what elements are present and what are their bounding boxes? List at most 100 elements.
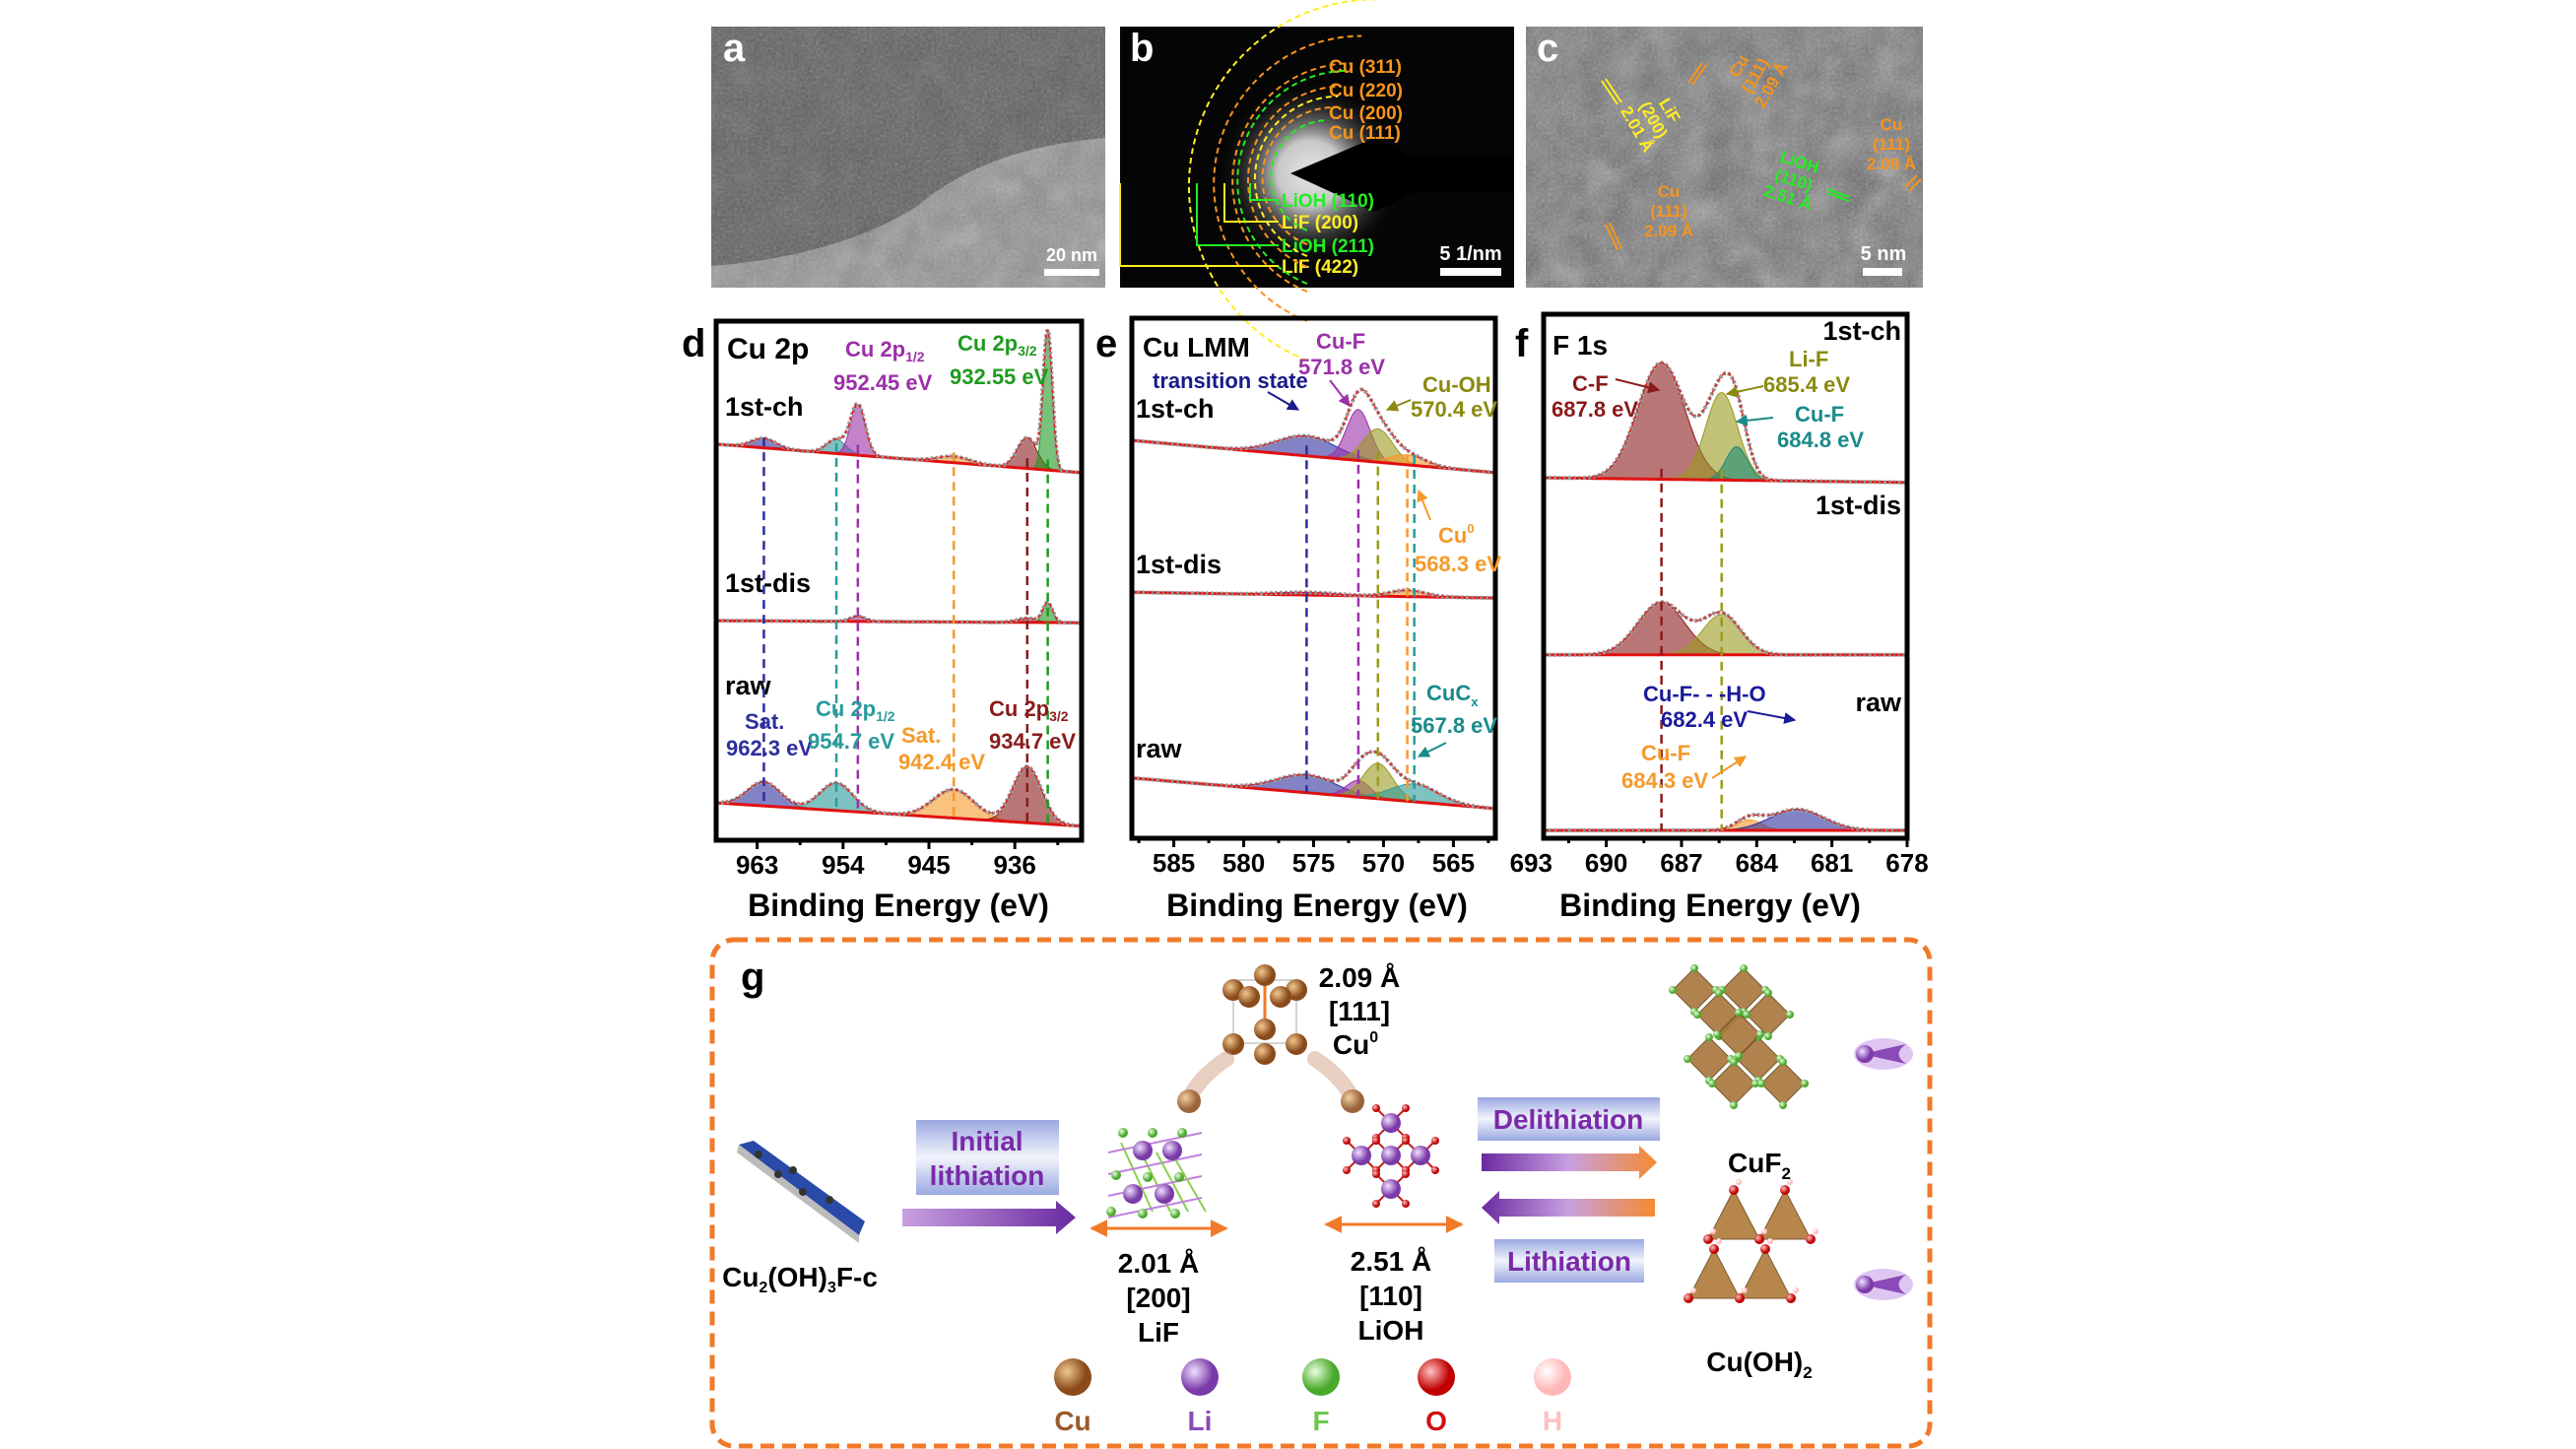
atom <box>1381 1113 1401 1133</box>
diffraction-ring <box>1187 0 1376 362</box>
panel-letter-f: f <box>1515 322 1529 365</box>
panel-letter-b: b <box>1130 27 1154 70</box>
atom <box>1786 1011 1794 1019</box>
ring-leader-line <box>1196 183 1279 246</box>
panel-letter-c: c <box>1537 27 1558 70</box>
atom <box>1402 1104 1410 1112</box>
atom <box>1402 1170 1410 1178</box>
atom <box>1343 1137 1351 1145</box>
lithiation-label: Lithiation <box>1507 1246 1631 1277</box>
scale-bar-label-b: 5 1/nm <box>1439 243 1501 265</box>
trace-label: 1st-ch <box>1822 316 1901 346</box>
initial-lithiation-arrow <box>902 1201 1076 1234</box>
data-points-1st-dis <box>1132 588 1496 601</box>
atom <box>1813 1228 1818 1234</box>
fit-envelope-1st-ch <box>1544 362 1907 484</box>
cu-crystal-icon <box>1222 964 1307 1065</box>
ring-label: Cu (311) <box>1329 57 1402 78</box>
annotation-value: 954.7 eV <box>808 729 894 754</box>
eye-icon <box>1854 1269 1913 1300</box>
atom <box>1787 1179 1793 1185</box>
annotation-transition-state: transition state <box>1153 368 1308 393</box>
annotation-value: 684.3 eV <box>1621 768 1708 793</box>
beam-stop <box>1290 138 1514 212</box>
atom <box>1690 1287 1696 1293</box>
panel-title-e: Cu LMM <box>1143 332 1250 362</box>
fit-envelope-raw <box>1544 808 1907 831</box>
data-points-1st-ch <box>1131 387 1496 475</box>
trace-label: 1st-dis <box>725 568 811 598</box>
atom <box>1143 1172 1153 1182</box>
ring-label: LiF (422) <box>1282 257 1358 278</box>
comet-icon <box>1177 1051 1364 1113</box>
panel-title-f: F 1s <box>1552 330 1608 361</box>
atom <box>1684 1293 1693 1303</box>
atom <box>1402 1200 1410 1208</box>
atom <box>1693 1011 1701 1019</box>
lif-crystal-icon <box>1106 1128 1207 1218</box>
annotation-sat: Sat. <box>745 709 784 734</box>
lioh-crystal-icon <box>1343 1104 1439 1208</box>
cuf2-crystal-icon <box>1669 964 1809 1109</box>
initial-lithiation-label: lithiation <box>930 1160 1045 1191</box>
scale-bar-c <box>1863 268 1902 276</box>
atom <box>1703 1234 1713 1244</box>
panel-letter-g: g <box>741 955 764 999</box>
atom <box>1780 1185 1790 1195</box>
diffraction-ring <box>1246 85 1342 268</box>
atom <box>1133 1141 1153 1160</box>
legend-label: O <box>1425 1406 1447 1436</box>
delithiation-arrow <box>1482 1146 1657 1179</box>
ring-label: LiOH (110) <box>1282 191 1374 212</box>
ring-leader-line <box>1249 183 1279 201</box>
annotation-cuoh: Cu-OH <box>1422 372 1491 397</box>
atom <box>1669 986 1677 994</box>
atom <box>1155 1184 1174 1204</box>
annotation-cu2p32-ch: Cu 2p3/2 <box>958 331 1037 359</box>
atom <box>1138 1209 1148 1218</box>
annotation-value: 571.8 eV <box>1298 355 1385 379</box>
panel-e-annotations: e Cu LMM Cu-F 571.8 eV transition state … <box>1095 322 1501 757</box>
x-axis-label: Binding Energy (eV) <box>748 888 1049 923</box>
cuoh2-crystal-icon <box>1684 1179 1818 1303</box>
x-tick-label: 575 <box>1292 848 1335 878</box>
atom <box>1411 1146 1430 1165</box>
x-tick-label: 684 <box>1736 848 1779 878</box>
atom <box>1779 1058 1787 1066</box>
x-tick-label: 693 <box>1510 848 1552 878</box>
trace-label: 1st-dis <box>1136 550 1222 579</box>
panel-d-annotations: d Cu 2p Cu 2p1/2 952.45 eV Cu 2p3/2 932.… <box>682 322 1076 774</box>
fit-envelope-raw <box>716 765 1083 827</box>
annotation-value: 682.4 eV <box>1661 707 1748 732</box>
atom <box>1174 1172 1184 1182</box>
lioh-d-spacing: 2.51 Å <box>1351 1246 1432 1277</box>
eye-icon <box>1854 1038 1913 1070</box>
atom <box>1779 1101 1787 1109</box>
ring-label: LiF (200) <box>1282 213 1358 233</box>
atom <box>1705 1033 1713 1041</box>
atom <box>1177 1128 1187 1138</box>
atom <box>1801 1080 1809 1087</box>
atom <box>1372 1104 1380 1112</box>
ring-leader-line <box>1119 183 1279 267</box>
diffraction-ring <box>1253 95 1338 257</box>
panel-g-border <box>709 937 1933 1449</box>
lithiation-arrow <box>1482 1191 1655 1224</box>
x-tick-label: 681 <box>1811 848 1853 878</box>
lif-label: LiF <box>1138 1317 1179 1348</box>
atom <box>1756 1030 1764 1038</box>
atom <box>1742 1287 1748 1293</box>
atom <box>1754 1234 1764 1244</box>
trace-label: 1st-dis <box>1816 491 1901 520</box>
trace-label: 1st-ch <box>725 392 804 422</box>
ring-label: Cu (220) <box>1329 81 1403 101</box>
panel-title-d: Cu 2p <box>727 333 809 365</box>
ring-leader-line <box>1223 183 1279 223</box>
diffraction-ring <box>1261 106 1334 245</box>
atom <box>1170 1209 1180 1218</box>
panel-letter-d: d <box>682 322 705 365</box>
annotation-cuf: Cu-F <box>1316 329 1365 354</box>
x-tick-label: 570 <box>1362 848 1405 878</box>
scale-bar-label-a: 20 nm <box>1046 245 1097 265</box>
